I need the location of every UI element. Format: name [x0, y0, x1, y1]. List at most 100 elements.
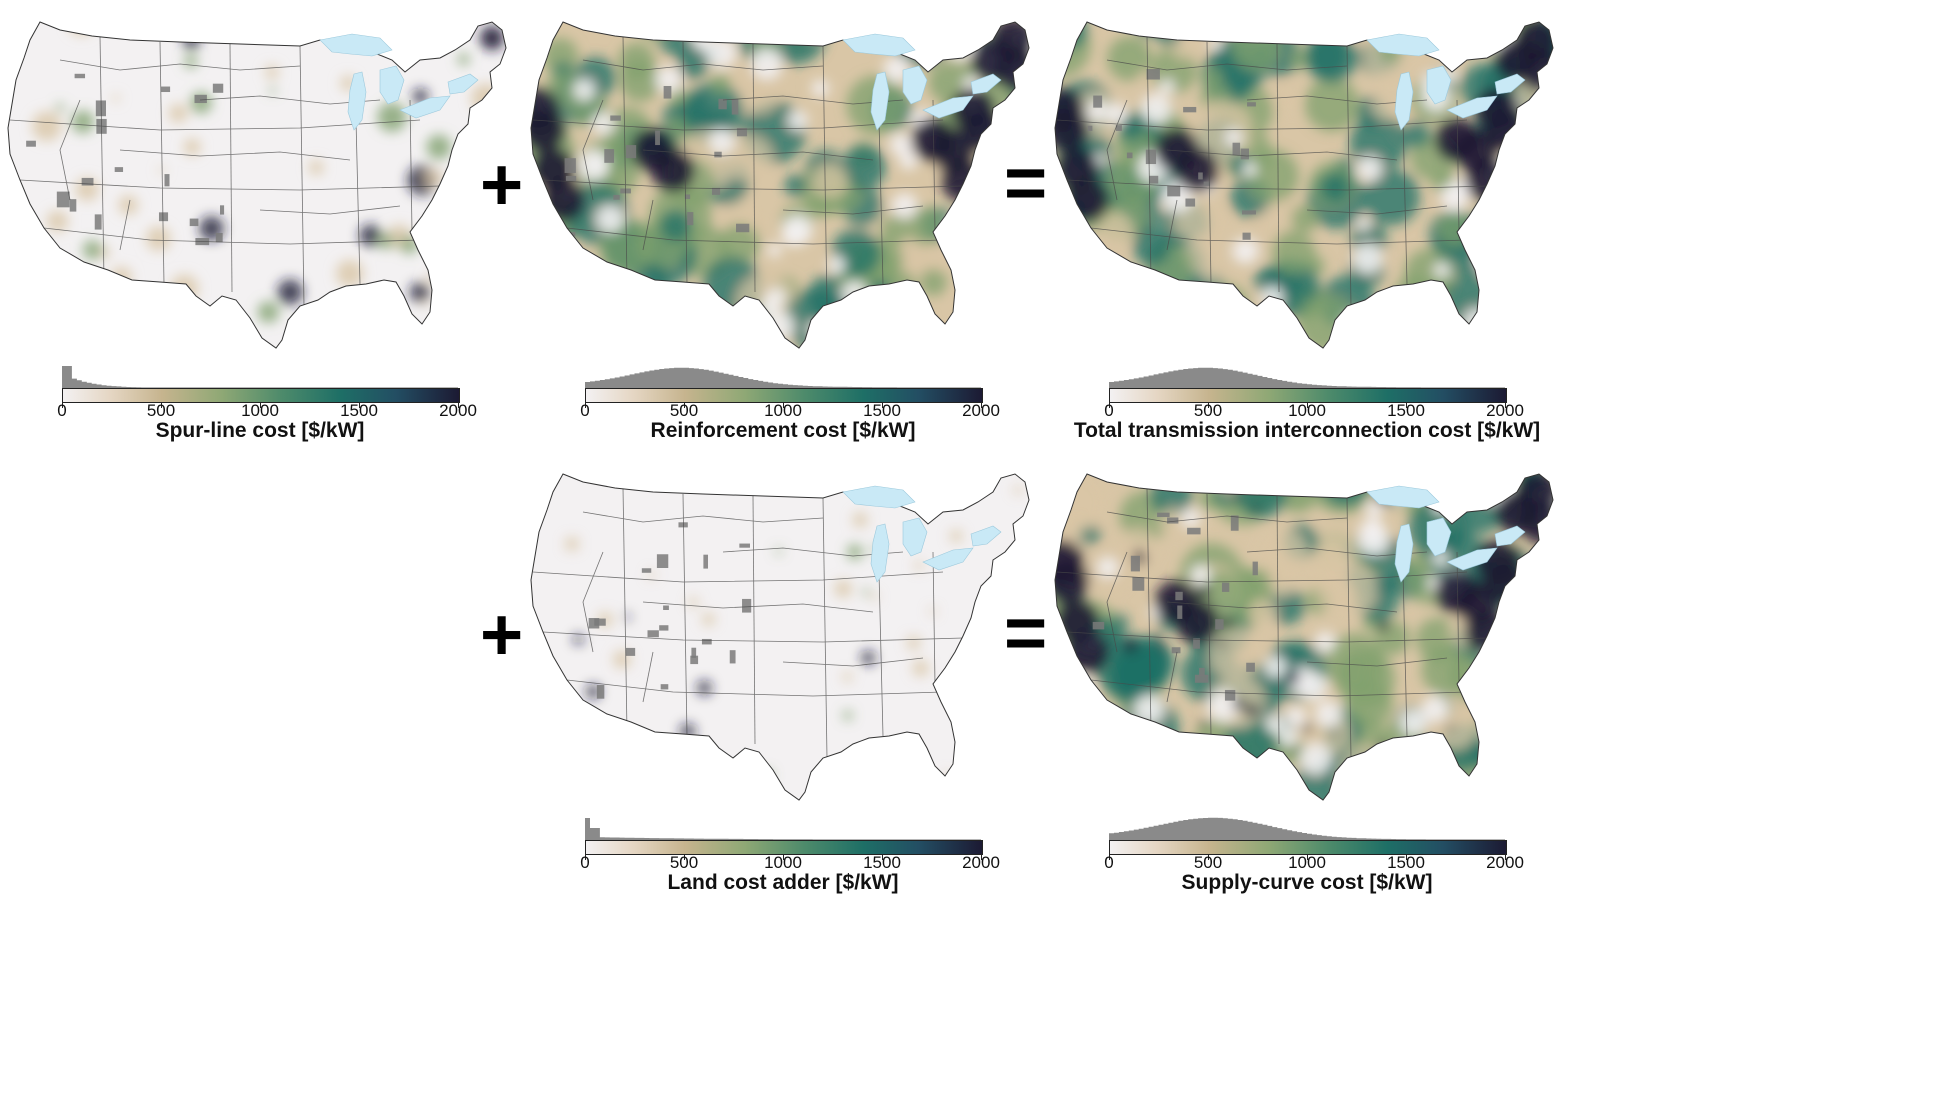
great-lake	[1394, 71, 1414, 131]
great-lake	[902, 65, 928, 105]
panel-reinforcement-cost: 0 500 1000 1500 2000 Reinforcement cost [$/kW…	[523, 0, 1083, 450]
great-lake	[347, 71, 367, 131]
map-spur-line-cost	[7, 21, 507, 349]
colorbar-tick-label: 500	[669, 401, 699, 420]
great-lake	[922, 547, 974, 571]
colorbar-title: Spur-line cost [$/kW]	[155, 419, 365, 442]
colorbar-tick	[161, 403, 162, 408]
colorbar-spur-line-cost: 0 500 1000 1500 2000 Spur-line cost [$/kW]	[0, 0, 560, 450]
colorbar-tick-label: 2000	[1486, 401, 1524, 420]
colorbar-tick	[62, 403, 63, 408]
colorbar-tick-label: 2000	[439, 401, 477, 420]
great-lake	[1494, 73, 1526, 95]
histogram	[1109, 367, 1505, 388]
great-lake	[319, 33, 393, 57]
colorbar-tick-label: 0	[57, 401, 67, 420]
colorbar-title: Total transmission interconnection cost …	[1073, 419, 1541, 442]
colorbar-tick-label: 1500	[863, 853, 901, 872]
colorbar-tick-label: 500	[1193, 401, 1223, 420]
great-lake	[1426, 65, 1452, 105]
colorbar-tick-label: 1500	[863, 401, 901, 420]
colorbar-tick-label: 500	[1193, 853, 1223, 872]
colorbar-tick-label: 1500	[340, 401, 378, 420]
colorbar-tick	[981, 855, 982, 860]
colorbar-tick	[1505, 403, 1506, 408]
map-reinforcement-cost	[530, 21, 1030, 349]
colorbar-tick-label: 1000	[764, 853, 802, 872]
colorbar-tick	[1208, 855, 1209, 860]
colorbar-tick	[684, 403, 685, 408]
colorbar-tick-label: 2000	[962, 401, 1000, 420]
colorbar-tick	[359, 403, 360, 408]
colorbar-land-cost-adder: 0 500 1000 1500 2000 Land cost adder [$/kW]	[523, 452, 1083, 902]
colorbar-tick	[783, 855, 784, 860]
panel-land-cost-adder: 0 500 1000 1500 2000 Land cost adder [$/kW]	[523, 452, 1083, 902]
colorbar-tick	[1307, 403, 1308, 408]
great-lake	[870, 523, 890, 583]
colorbar-tick	[1109, 403, 1110, 408]
map-total-transmission-cost	[1054, 21, 1554, 349]
colorbar-tick	[585, 855, 586, 860]
colorbar-title: Reinforcement cost [$/kW]	[650, 419, 916, 442]
equals-operator-top: =	[1004, 141, 1048, 224]
colorbar-tick	[458, 403, 459, 408]
plus-operator-bottom: +	[480, 593, 524, 676]
great-lake	[842, 485, 916, 509]
map-land-cost-adder	[530, 473, 1030, 801]
colorbar-tick	[882, 855, 883, 860]
colorbar-tick-label: 1000	[1288, 401, 1326, 420]
histogram	[1109, 817, 1505, 840]
colorbar-tick	[882, 403, 883, 408]
colorbar-tick-label: 500	[146, 401, 176, 420]
great-lake	[1366, 33, 1440, 57]
map-supply-curve-cost	[1054, 473, 1554, 801]
great-lake	[379, 65, 405, 105]
colorbar-tick-label: 500	[669, 853, 699, 872]
colorbar-gradient	[62, 388, 460, 403]
colorbar-tick	[1406, 855, 1407, 860]
great-lake	[1366, 485, 1440, 509]
great-lake	[1394, 523, 1414, 583]
colorbar-tick-label: 0	[580, 401, 590, 420]
colorbar-gradient	[1109, 840, 1507, 855]
panel-spur-line-cost: 0 500 1000 1500 2000 Spur-line cost [$/kW]	[0, 0, 560, 450]
colorbar-tick-label: 0	[1104, 401, 1114, 420]
colorbar-tick-label: 2000	[962, 853, 1000, 872]
colorbar-gradient	[585, 840, 983, 855]
great-lake	[970, 73, 1002, 95]
colorbar-tick-label: 1500	[1387, 853, 1425, 872]
colorbar-tick	[585, 403, 586, 408]
great-lake	[1494, 525, 1526, 547]
histogram	[585, 818, 981, 840]
colorbar-tick-label: 2000	[1486, 853, 1524, 872]
colorbar-gradient	[1109, 388, 1507, 403]
great-lake	[399, 95, 451, 119]
plus-operator-top: +	[480, 143, 524, 226]
colorbar-tick	[1505, 855, 1506, 860]
equals-operator-bottom: =	[1004, 591, 1048, 674]
panel-supply-curve-cost: 0 500 1000 1500 2000 Supply-curve cost [$/kW]	[1047, 452, 1607, 902]
colorbar-supply-curve-cost: 0 500 1000 1500 2000 Supply-curve cost [$/kW]	[1047, 452, 1607, 902]
colorbar-tick-label: 1000	[1288, 853, 1326, 872]
panel-total-transmission-cost: 0 500 1000 1500 2000 Total transmission inter…	[1047, 0, 1607, 450]
colorbar-tick-label: 1000	[764, 401, 802, 420]
colorbar-tick	[1208, 403, 1209, 408]
colorbar-tick	[260, 403, 261, 408]
great-lake	[870, 71, 890, 131]
great-lake	[970, 525, 1002, 547]
histogram	[585, 367, 981, 388]
colorbar-tick-label: 1000	[241, 401, 279, 420]
colorbar-tick	[684, 855, 685, 860]
great-lake	[447, 73, 479, 95]
great-lake	[1446, 95, 1498, 119]
great-lake	[842, 33, 916, 57]
colorbar-tick-label: 0	[1104, 853, 1114, 872]
colorbar-tick	[1109, 855, 1110, 860]
colorbar-tick	[1406, 403, 1407, 408]
histogram	[62, 366, 458, 388]
great-lake	[922, 95, 974, 119]
great-lake	[1446, 547, 1498, 571]
great-lake	[902, 517, 928, 557]
colorbar-total-transmission-cost: 0 500 1000 1500 2000 Total transmission inter…	[1047, 0, 1607, 450]
colorbar-tick-label: 0	[580, 853, 590, 872]
